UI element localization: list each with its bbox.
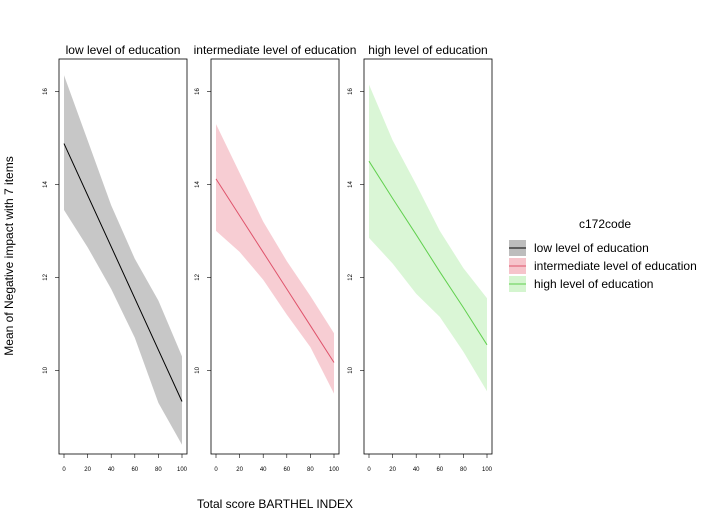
x-tick-label: 100 xyxy=(177,467,188,473)
panel-frame xyxy=(363,58,493,455)
x-tick-label: 40 xyxy=(413,467,420,473)
x-axis-title: Total score BARTHEL INDEX xyxy=(197,497,353,511)
y-tick-label: 16 xyxy=(195,88,201,95)
y-tick-label: 12 xyxy=(348,273,354,280)
y-tick-label: 12 xyxy=(195,273,201,280)
y-tick-label: 10 xyxy=(195,366,201,373)
legend-label: high level of education xyxy=(534,277,653,291)
x-tick-label: 100 xyxy=(329,467,340,473)
y-tick-label: 16 xyxy=(43,88,49,95)
x-tick-label: 0 xyxy=(214,467,218,473)
x-tick-label: 40 xyxy=(108,467,115,473)
legend-label: low level of education xyxy=(534,241,649,255)
x-tick-label: 60 xyxy=(283,467,290,473)
legend-item: high level of education xyxy=(509,276,653,292)
x-tick-label: 20 xyxy=(389,467,396,473)
panel-1: low level of education 0 20 40 60 80 100 10 12 14… xyxy=(43,43,188,473)
panel-title: high level of education xyxy=(368,43,487,57)
panel-frame xyxy=(210,58,340,455)
trend-line xyxy=(368,160,488,346)
panel-2: intermediate level of education 0 20 40 60 80… xyxy=(194,43,357,473)
x-tick-label: 80 xyxy=(460,467,467,473)
y-tick-label: 12 xyxy=(43,273,49,280)
y-axis-title: Mean of Negative impact with 7 items xyxy=(2,156,16,355)
confidence-band xyxy=(216,124,334,394)
y-tick-label: 10 xyxy=(348,366,354,373)
y-tick-label: 10 xyxy=(43,366,49,373)
x-tick-label: 60 xyxy=(131,467,138,473)
x-tick-label: 20 xyxy=(84,467,91,473)
x-tick-label: 80 xyxy=(155,467,162,473)
legend-item: intermediate level of education xyxy=(509,258,697,274)
y-tick-label: 14 xyxy=(43,180,49,187)
legend-title: c172code xyxy=(579,217,631,231)
trend-line xyxy=(215,178,335,363)
panel-title: low level of education xyxy=(66,43,181,57)
confidence-band xyxy=(64,75,182,445)
x-tick-label: 20 xyxy=(236,467,243,473)
x-tick-label: 60 xyxy=(436,467,443,473)
x-tick-label: 0 xyxy=(62,467,66,473)
x-tick-label: 80 xyxy=(307,467,314,473)
panel-3: high level of education 0 20 40 60 80 100 10 12 1… xyxy=(348,43,493,473)
x-tick-label: 40 xyxy=(260,467,267,473)
legend: c172code low level of education intermedi… xyxy=(509,217,697,292)
trend-line xyxy=(63,143,183,402)
y-tick-label: 14 xyxy=(348,180,354,187)
y-tick-label: 16 xyxy=(348,88,354,95)
panel-frame xyxy=(58,58,188,455)
panel-title: intermediate level of education xyxy=(194,43,357,57)
x-tick-label: 0 xyxy=(367,467,371,473)
legend-label: intermediate level of education xyxy=(534,259,697,273)
x-tick-label: 100 xyxy=(482,467,493,473)
confidence-band xyxy=(369,84,487,392)
legend-item: low level of education xyxy=(509,240,649,256)
y-tick-label: 14 xyxy=(195,180,201,187)
